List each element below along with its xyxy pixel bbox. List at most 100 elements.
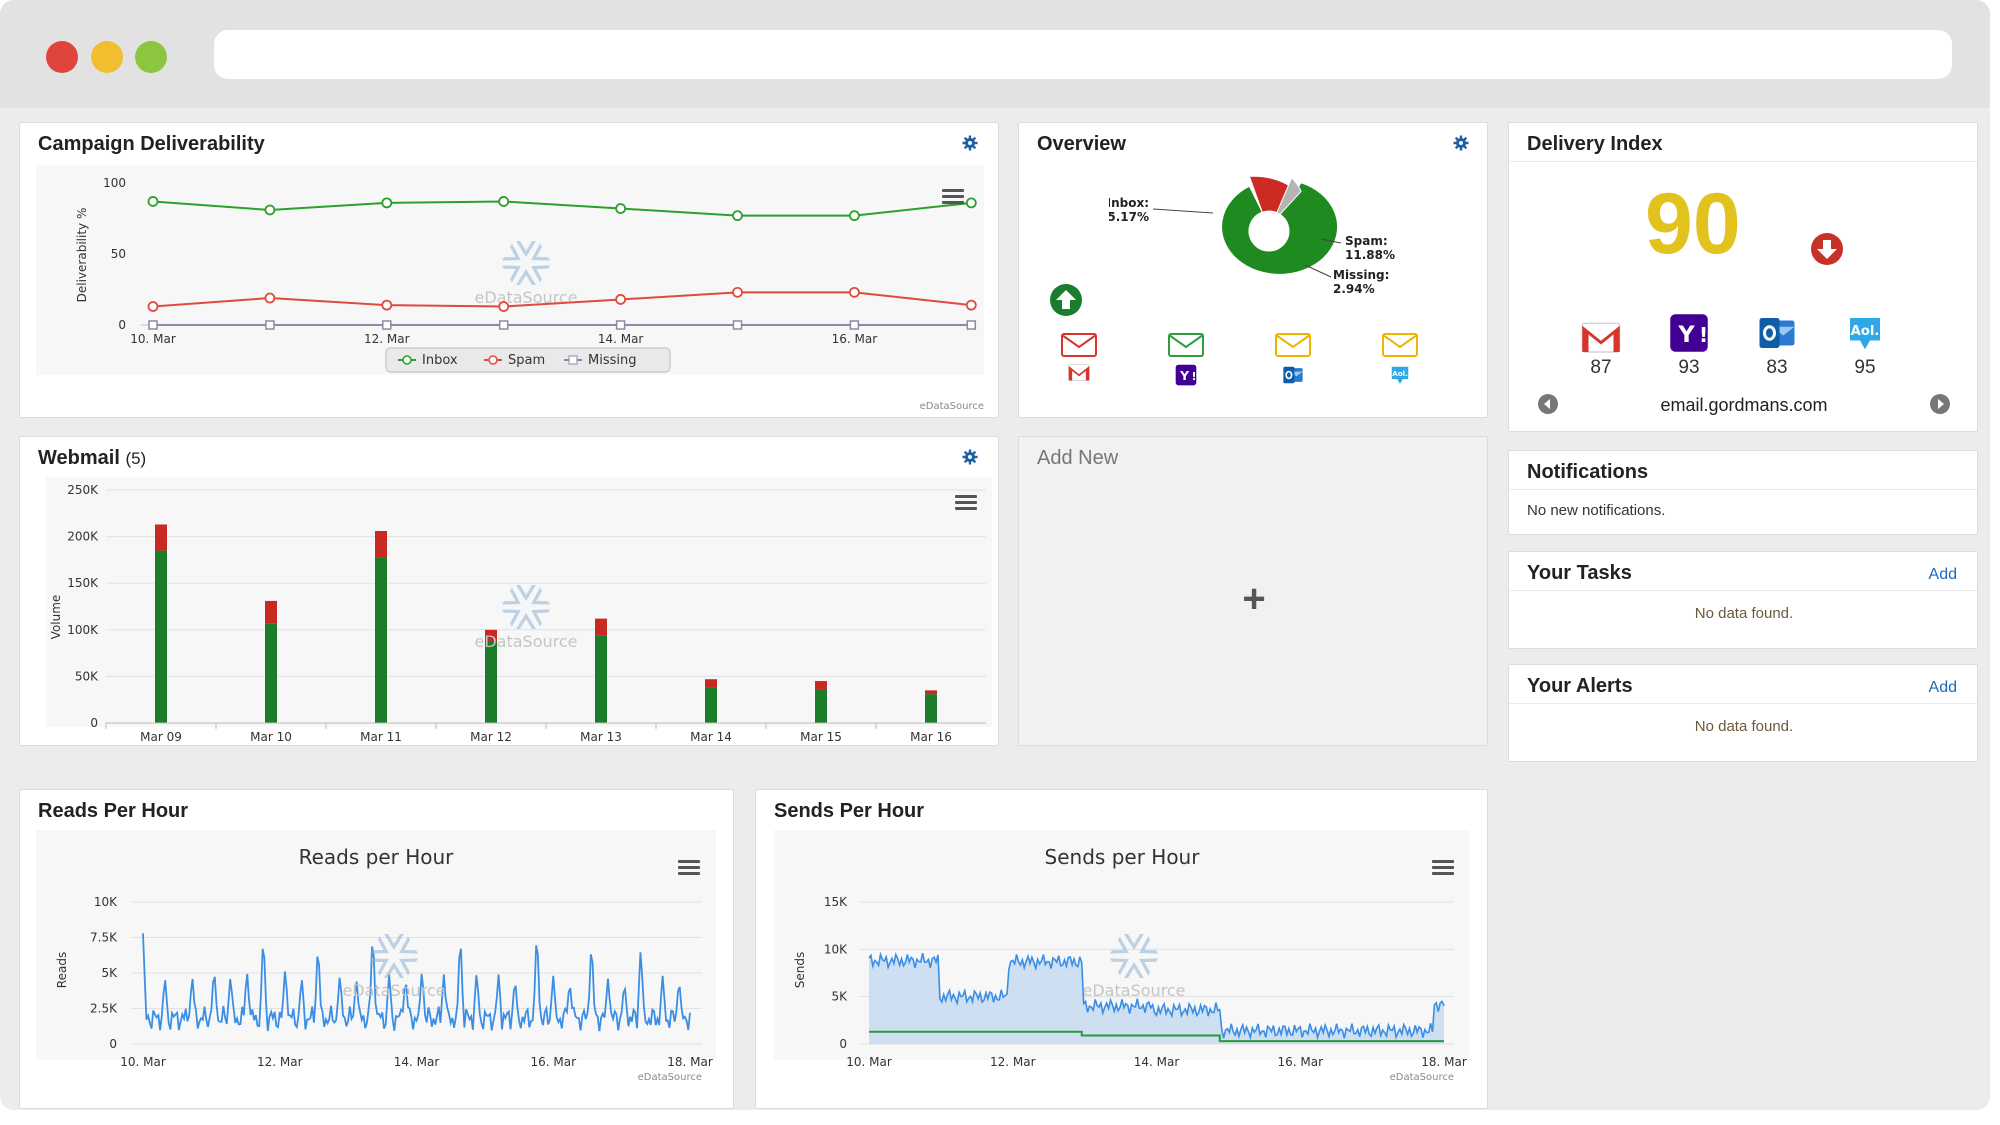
watermark-petal xyxy=(1139,958,1159,976)
close-window-button[interactable] xyxy=(46,41,78,73)
pie-value: 85.17% xyxy=(1109,210,1149,224)
gear-icon[interactable] xyxy=(1453,135,1469,151)
provider-status-yahoo[interactable]: Y! xyxy=(1166,333,1206,391)
webmail-volume-chart: 250K 200K 150K 100K 50K 0 Volume Mar 09 Mar 10 Ma… xyxy=(46,477,992,743)
chart-credit: eDataSource xyxy=(638,1072,702,1083)
panel-title: Webmail (5) xyxy=(38,447,146,470)
data-point xyxy=(732,320,743,330)
bar-segment-inbox xyxy=(815,689,827,723)
gear-icon[interactable] xyxy=(962,449,978,465)
watermark-text: eDataSource xyxy=(475,288,578,307)
bar-segment-spam xyxy=(595,618,607,636)
x-tick-label: 14. Mar xyxy=(394,1055,440,1069)
legend-marker xyxy=(568,355,578,365)
panel-title: Campaign Deliverability xyxy=(38,133,265,155)
your-alerts-panel: Your Alerts Add No data found. xyxy=(1508,664,1978,762)
x-tick-label: 10. Mar xyxy=(846,1055,892,1069)
data-point xyxy=(498,320,509,330)
chart-menu-icon[interactable] xyxy=(942,189,964,205)
panel-title: Your Alerts xyxy=(1527,675,1633,697)
watermark-petal xyxy=(1109,958,1129,976)
panel-title: Add New xyxy=(1037,447,1119,469)
data-point xyxy=(965,299,977,311)
x-tick-label: Mar 13 xyxy=(580,730,622,743)
address-bar[interactable] xyxy=(214,30,1952,79)
x-tick-label: 10. Mar xyxy=(120,1055,166,1069)
watermark-petal xyxy=(1139,936,1159,954)
yahoo-icon: Y! xyxy=(1670,314,1708,352)
panel-title: Overview xyxy=(1037,133,1126,155)
data-point xyxy=(732,286,743,298)
bar-segment-spam xyxy=(265,600,277,624)
panel-title: Delivery Index xyxy=(1527,133,1663,155)
y-tick-label: 100 xyxy=(103,176,126,190)
alerts-empty-text: No data found. xyxy=(1694,718,1794,735)
y-tick-label: 50K xyxy=(75,669,99,683)
watermark-petal xyxy=(1109,936,1129,954)
next-arrow-icon[interactable] xyxy=(1929,393,1951,415)
chart-title: Sends per Hour xyxy=(1045,845,1201,869)
chart-menu-icon[interactable] xyxy=(678,860,700,876)
pie-leader-line xyxy=(1304,264,1332,278)
watermark-petal xyxy=(1124,934,1144,950)
x-tick-label: 14. Mar xyxy=(1134,1055,1180,1069)
legend-label: Missing xyxy=(588,353,636,368)
x-tick-label: 16. Mar xyxy=(832,332,878,346)
bar-segment-spam xyxy=(485,629,497,641)
bar-segment-spam xyxy=(705,679,717,688)
watermark-text: eDataSource xyxy=(1083,981,1186,1000)
watermark-petal xyxy=(384,934,404,950)
chart-menu-icon[interactable] xyxy=(1432,860,1454,876)
x-tick-label: Mar 12 xyxy=(470,730,512,743)
maximize-window-button[interactable] xyxy=(135,41,167,73)
watermark-petal xyxy=(516,585,536,601)
webmail-panel: Webmail (5) 250K 200K 150K 100K 50K 0 Volume Ma… xyxy=(19,436,999,746)
sends-series-line xyxy=(868,951,1445,1041)
provider-status-gmail[interactable] xyxy=(1059,333,1099,386)
x-tick-label: 12. Mar xyxy=(990,1055,1036,1069)
notifications-panel: Notifications No new notifications. xyxy=(1508,450,1978,535)
svg-text:Y: Y xyxy=(1179,369,1190,383)
gear-icon[interactable] xyxy=(962,135,978,151)
watermark-petal xyxy=(501,265,521,283)
svg-text:!: ! xyxy=(1192,370,1197,383)
notifications-empty-text: No new notifications. xyxy=(1527,502,1666,519)
bar-segment-spam xyxy=(925,690,937,695)
svg-text:Aol.: Aol. xyxy=(1392,369,1408,378)
legend-box xyxy=(385,347,671,373)
pie-label: Inbox: xyxy=(1109,196,1149,210)
bar-segment-inbox xyxy=(705,687,717,723)
data-point xyxy=(615,320,626,330)
pie-value: 2.94% xyxy=(1333,282,1375,293)
watermark-petal xyxy=(501,609,521,627)
data-point xyxy=(615,203,626,214)
y-tick-label: 150K xyxy=(67,576,99,590)
watermark-petal xyxy=(531,609,551,627)
envelope-icon xyxy=(1275,333,1311,357)
outlook-icon xyxy=(1283,366,1303,384)
add-new-panel[interactable]: Add New + xyxy=(1018,436,1488,746)
chart-menu-icon[interactable] xyxy=(955,495,977,511)
y-tick-label: 0 xyxy=(109,1037,117,1051)
provider-status-outlook[interactable] xyxy=(1273,333,1313,391)
provider-score-gmail: 87 xyxy=(1579,313,1623,379)
add-task-link[interactable]: Add xyxy=(1928,566,1957,583)
up-arrow-icon xyxy=(1050,284,1082,316)
provider-status-aol[interactable]: Aol. xyxy=(1380,333,1420,391)
watermark-text: eDataSource xyxy=(343,981,446,1000)
x-tick-label: 16. Mar xyxy=(1277,1055,1323,1069)
overview-panel: Overview Inbox:85.17% Spam:11.88% Missing:… xyxy=(1018,122,1488,418)
watermark-petal xyxy=(516,269,536,285)
minimize-window-button[interactable] xyxy=(91,41,123,73)
previous-arrow-icon[interactable] xyxy=(1537,393,1559,415)
pie-slice xyxy=(1276,176,1302,216)
add-widget-button[interactable]: + xyxy=(1242,577,1266,621)
watermark-petal xyxy=(516,613,536,629)
add-alert-link[interactable]: Add xyxy=(1928,679,1957,696)
x-tick-label: Mar 09 xyxy=(140,730,182,743)
x-tick-label: 10. Mar xyxy=(130,332,176,346)
down-arrow-icon xyxy=(1811,233,1843,265)
plot-background xyxy=(36,165,984,375)
x-tick-label: Mar 14 xyxy=(690,730,732,743)
bar-segment-inbox xyxy=(595,635,607,723)
